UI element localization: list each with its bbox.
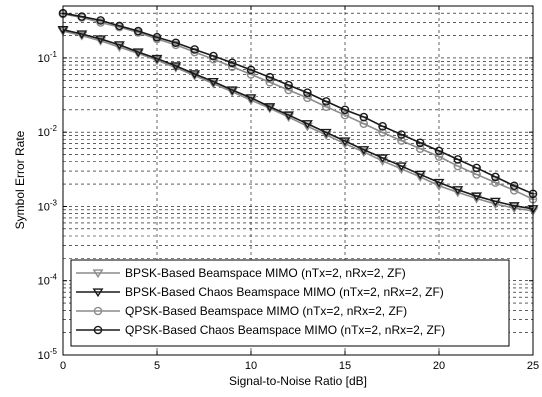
data-point-triangle bbox=[433, 178, 445, 188]
data-point-triangle bbox=[245, 94, 257, 103]
data-point-triangle bbox=[283, 113, 295, 123]
x-tick-label: 25 bbox=[527, 360, 539, 372]
data-point-triangle bbox=[395, 162, 407, 172]
data-point-triangle bbox=[414, 170, 426, 180]
data-point-triangle bbox=[226, 88, 238, 97]
data-point-triangle bbox=[264, 103, 276, 112]
y-tick-label: 10-1 bbox=[38, 50, 58, 65]
legend-item: QPSK-Based Chaos Beamspace MIMO (nTx=2, … bbox=[76, 323, 445, 337]
data-point-triangle bbox=[489, 197, 501, 207]
data-point-triangle bbox=[471, 192, 483, 202]
data-point-triangle bbox=[264, 104, 276, 114]
data-point-triangle bbox=[377, 154, 389, 164]
legend-label: QPSK-Based Chaos Beamspace MIMO (nTx=2, … bbox=[125, 323, 445, 337]
legend-swatch-marker bbox=[92, 269, 104, 279]
data-point-triangle bbox=[132, 49, 144, 59]
x-tick-label: 0 bbox=[60, 360, 66, 372]
data-point-triangle bbox=[132, 48, 144, 58]
data-point-triangle bbox=[339, 137, 351, 147]
legend-item: QPSK-Based Beamspace MIMO (nTx=2, nRx=2,… bbox=[76, 304, 407, 318]
legend-swatch-marker bbox=[93, 325, 103, 335]
data-point-triangle bbox=[189, 71, 201, 81]
legend-swatch-marker bbox=[93, 306, 103, 316]
data-point-triangle bbox=[170, 63, 182, 73]
x-tick-label: 10 bbox=[245, 360, 257, 372]
x-tick-label: 5 bbox=[154, 360, 160, 372]
data-point-triangle bbox=[95, 35, 107, 45]
series-layer bbox=[57, 8, 539, 217]
legend-swatch-marker bbox=[92, 288, 104, 298]
data-point-triangle bbox=[92, 288, 104, 298]
legend-item: BPSK-Based Beamspace MIMO (nTx=2, nRx=2,… bbox=[76, 266, 406, 280]
data-point-triangle bbox=[226, 86, 238, 96]
y-tick-label: 10-4 bbox=[38, 273, 58, 288]
data-point-triangle bbox=[301, 120, 313, 129]
legend-label: BPSK-Based Chaos Beamspace MIMO (nTx=2, … bbox=[125, 285, 444, 299]
data-point-triangle bbox=[151, 56, 163, 66]
data-point-triangle bbox=[95, 37, 107, 46]
axis-ticks: 0 5 10 15 20 25 10-1 10-2 10-3 10-4 10-5 bbox=[38, 6, 539, 372]
data-point-triangle bbox=[283, 111, 295, 121]
data-point-triangle bbox=[76, 30, 88, 40]
data-point-triangle bbox=[358, 146, 370, 155]
data-point-triangle bbox=[151, 54, 163, 64]
y-tick-label: 10-3 bbox=[38, 198, 58, 213]
data-point-triangle bbox=[113, 41, 125, 50]
plot-frame bbox=[62, 5, 534, 356]
legend-item: BPSK-Based Chaos Beamspace MIMO (nTx=2, … bbox=[76, 285, 444, 299]
data-point-triangle bbox=[207, 77, 219, 87]
data-point-triangle bbox=[508, 202, 520, 211]
data-point-triangle bbox=[189, 70, 201, 79]
series-1 bbox=[57, 27, 539, 217]
legend-label: QPSK-Based Beamspace MIMO (nTx=2, nRx=2,… bbox=[125, 304, 407, 318]
y-axis-label: Symbol Error Rate bbox=[13, 130, 27, 229]
series-2 bbox=[57, 26, 539, 214]
x-tick-label: 20 bbox=[433, 360, 445, 372]
data-point-triangle bbox=[320, 128, 332, 138]
data-point-triangle bbox=[170, 62, 182, 72]
x-tick-label: 15 bbox=[339, 360, 351, 372]
y-tick-label: 10-2 bbox=[38, 124, 58, 139]
legend-label: BPSK-Based Beamspace MIMO (nTx=2, nRx=2,… bbox=[125, 266, 406, 280]
data-point-triangle bbox=[92, 269, 104, 279]
y-tick-label: 10-5 bbox=[38, 347, 58, 362]
legend: BPSK-Based Beamspace MIMO (nTx=2, nRx=2,… bbox=[70, 259, 510, 347]
data-point-triangle bbox=[76, 31, 88, 41]
data-point-triangle bbox=[452, 186, 464, 195]
legend-box bbox=[70, 259, 510, 347]
x-axis-label: Signal-to-Noise Ratio [dB] bbox=[229, 374, 367, 388]
